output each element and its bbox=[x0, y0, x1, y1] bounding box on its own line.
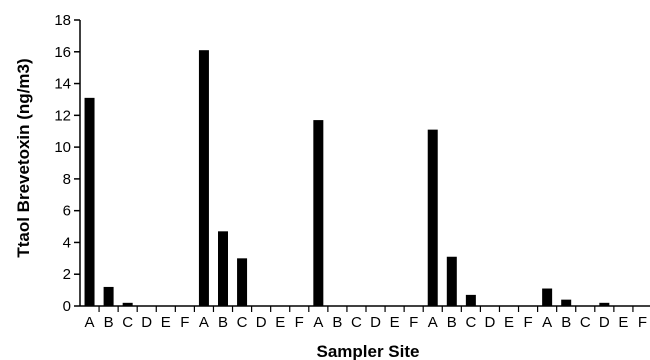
bar bbox=[122, 302, 133, 306]
x-tick-label: C bbox=[122, 314, 133, 331]
bar bbox=[237, 258, 248, 306]
x-tick-label: E bbox=[161, 314, 171, 331]
x-tick-label: C bbox=[237, 314, 248, 331]
bar bbox=[446, 256, 457, 306]
y-tick-label: 18 bbox=[54, 12, 71, 29]
y-tick-label: 16 bbox=[54, 44, 71, 61]
x-tick-label: F bbox=[638, 314, 647, 331]
x-tick-label: B bbox=[104, 314, 114, 331]
bar bbox=[218, 231, 228, 306]
x-tick-label: D bbox=[485, 314, 496, 331]
x-tick-label: E bbox=[390, 314, 400, 331]
x-tick-label: B bbox=[447, 314, 457, 331]
x-tick-label: C bbox=[580, 314, 591, 331]
x-tick-label: E bbox=[504, 314, 514, 331]
y-tick-label: 12 bbox=[54, 107, 71, 124]
bar bbox=[465, 294, 476, 306]
x-tick-label: F bbox=[523, 314, 532, 331]
x-tick-label: C bbox=[351, 314, 362, 331]
bars-group bbox=[84, 50, 610, 306]
y-tick-label: 4 bbox=[63, 234, 71, 251]
x-tick-label: B bbox=[218, 314, 228, 331]
y-tick-label: 6 bbox=[63, 203, 71, 220]
x-tick-label: B bbox=[561, 314, 571, 331]
axes-group bbox=[79, 20, 650, 307]
x-tick-label: A bbox=[428, 314, 438, 331]
x-tick-label: B bbox=[332, 314, 342, 331]
bar bbox=[198, 50, 209, 306]
bar bbox=[103, 286, 114, 306]
x-axis-title: Sampler Site bbox=[317, 342, 420, 360]
y-tick-label: 8 bbox=[63, 171, 71, 188]
bar bbox=[84, 97, 95, 306]
x-tick-label: F bbox=[180, 314, 189, 331]
y-ticks-group: 0 2 4 6 8 10 12 14 16 18 bbox=[54, 12, 80, 315]
y-tick-label: 14 bbox=[54, 76, 71, 93]
bar bbox=[599, 302, 610, 306]
x-tick-label: E bbox=[275, 314, 285, 331]
x-tick-label: F bbox=[409, 314, 418, 331]
y-axis-title: Ttaol Brevetoxin (ng/m3) bbox=[14, 58, 33, 257]
x-tick-label: A bbox=[313, 314, 323, 331]
x-tick-label: D bbox=[256, 314, 267, 331]
y-tick-label: 10 bbox=[54, 139, 71, 156]
x-tick-label: D bbox=[141, 314, 152, 331]
y-tick-label: 0 bbox=[63, 298, 71, 315]
x-tick-label: D bbox=[370, 314, 381, 331]
bar bbox=[313, 120, 324, 306]
x-tick-label: A bbox=[542, 314, 552, 331]
y-tick-label: 2 bbox=[63, 266, 71, 283]
x-tick-label: F bbox=[295, 314, 304, 331]
bar bbox=[542, 288, 553, 306]
x-tick-label: A bbox=[199, 314, 209, 331]
x-tick-label: A bbox=[85, 314, 95, 331]
x-tick-label: E bbox=[618, 314, 628, 331]
x-tick-label: C bbox=[465, 314, 476, 331]
bar bbox=[561, 299, 572, 306]
x-tick-label: D bbox=[599, 314, 610, 331]
bar bbox=[427, 129, 438, 306]
